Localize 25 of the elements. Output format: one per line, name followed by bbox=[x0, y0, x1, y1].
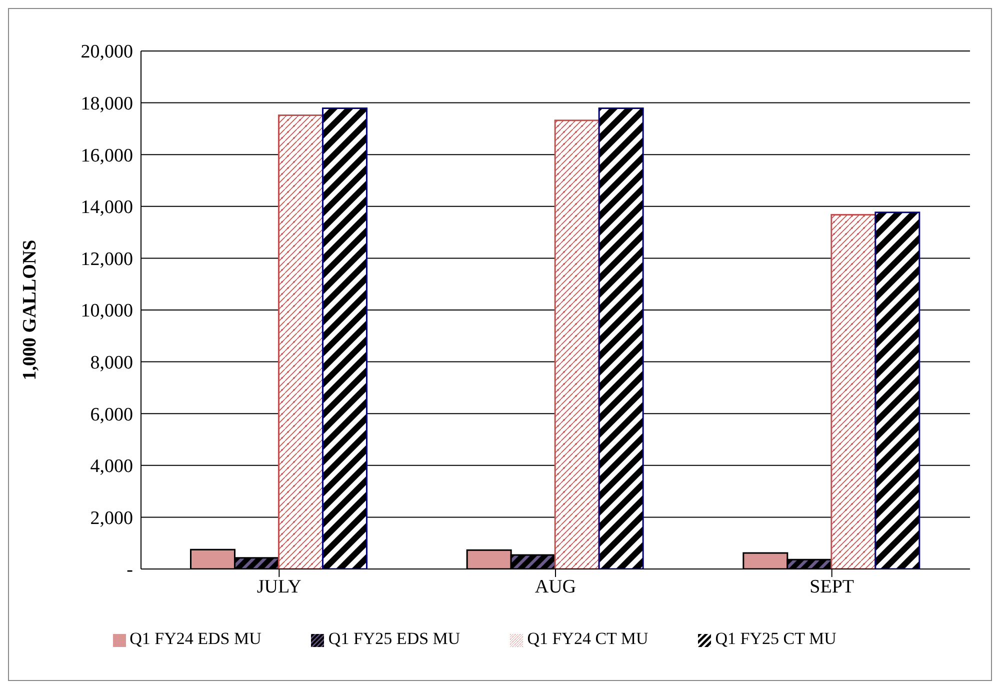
y-tick-label: 6,000 bbox=[90, 404, 133, 426]
y-axis-title: 1,000 GALLONS bbox=[20, 240, 41, 380]
bar bbox=[874, 212, 920, 569]
bar bbox=[598, 107, 644, 569]
y-tick-label: 14,000 bbox=[80, 197, 133, 218]
x-tick-label: SEPT bbox=[810, 576, 854, 598]
y-tick-label: 18,000 bbox=[80, 94, 133, 115]
y-tick-label: 8,000 bbox=[90, 352, 133, 374]
bar bbox=[554, 120, 600, 569]
y-tick-label: 2,000 bbox=[90, 508, 133, 529]
legend-label: Q1 FY25 CT MU bbox=[715, 629, 836, 648]
y-tick-label: 20,000 bbox=[80, 42, 133, 63]
legend-label: Q1 FY24 CT MU bbox=[527, 629, 648, 648]
y-tick-label: - bbox=[126, 560, 133, 581]
bar bbox=[830, 214, 876, 569]
y-tick-label: 16,000 bbox=[80, 145, 133, 166]
y-tick-label: 10,000 bbox=[80, 300, 133, 322]
legend-label: Q1 FY25 EDS MU bbox=[328, 629, 460, 648]
x-tick-label: AUG bbox=[534, 576, 576, 598]
y-tick-label: 4,000 bbox=[90, 456, 133, 478]
bar bbox=[278, 114, 324, 569]
x-tick-label: JULY bbox=[256, 576, 302, 598]
legend-label: Q1 FY24 EDS MU bbox=[130, 629, 262, 648]
y-tick-label: 12,000 bbox=[80, 248, 133, 270]
bar bbox=[322, 107, 368, 569]
